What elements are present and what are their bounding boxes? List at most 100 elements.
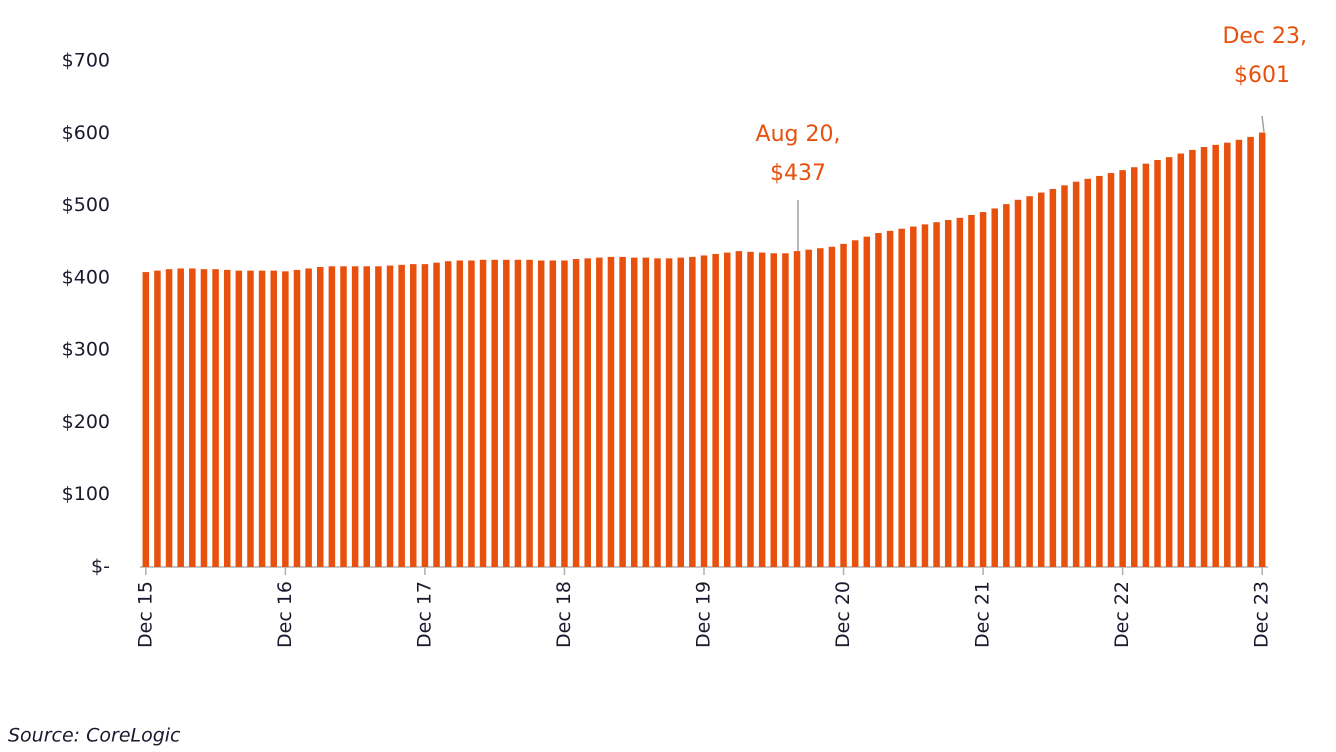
bar [479,259,487,567]
bar [630,257,638,567]
y-tick-label: $- [91,556,110,578]
bar [189,268,196,567]
annotation: Aug 20, [756,122,841,147]
bar [351,266,359,567]
bar [328,266,336,567]
bar [863,236,871,567]
bar [805,249,812,567]
bar [898,228,905,567]
bar [316,267,324,567]
bar [1119,170,1126,567]
bar [1061,185,1068,567]
bar [1235,139,1243,567]
y-tick-label: $100 [62,483,110,505]
bar [503,259,510,567]
bar [247,270,254,567]
bar [561,260,568,567]
bar [1224,142,1231,567]
bar [154,270,161,567]
bar [1072,181,1080,567]
bar [921,224,929,567]
bar [782,253,789,567]
bar [933,222,940,567]
bar [968,214,975,567]
bar [293,269,301,567]
bar [270,270,277,567]
bar [1084,178,1092,567]
x-tick-label: Dec 18 [553,581,575,648]
bar [177,268,184,567]
bar [212,269,219,567]
bar [572,259,580,567]
bar [223,269,231,567]
bar [979,212,987,567]
bar [1131,167,1138,567]
bar [398,264,405,567]
bar [1258,132,1266,567]
bar [1026,196,1033,567]
bar [851,240,859,568]
bar [642,257,650,567]
bar [956,217,964,568]
bar [340,266,347,567]
bar [549,260,557,567]
bar [944,220,952,567]
bar [1212,144,1219,567]
bar [735,251,743,567]
bar [1003,204,1010,567]
bar [1096,175,1103,568]
annotation: $601 [1234,63,1290,88]
bar [607,256,615,567]
bar [444,261,452,567]
bar [747,251,754,567]
bar [910,226,917,567]
bar [712,254,719,567]
x-tick-label: Dec 23 [1251,581,1273,648]
bar [491,259,498,567]
bar [840,243,847,567]
bar [1014,199,1022,567]
bar [677,257,684,567]
y-tick-label: $700 [62,50,110,72]
x-tick-label: Dec 20 [832,581,854,648]
bar [1165,157,1173,567]
bar [758,252,766,568]
bar [165,269,173,567]
bar [421,264,429,567]
bar [433,262,440,567]
x-tick-label: Dec 22 [1111,581,1133,648]
x-tick-label: Dec 17 [413,581,435,648]
y-tick-label: $600 [62,122,110,144]
bar [1107,173,1115,568]
annotation: $437 [770,161,826,186]
bar [514,259,522,567]
bar [596,257,603,567]
bar [410,264,417,567]
bar [386,265,394,567]
y-tick-label: $200 [62,411,110,433]
x-tick-label: Dec 21 [972,581,994,648]
bar [724,252,731,568]
bar [456,260,464,567]
bar [468,260,475,567]
bar [875,233,882,568]
bar [526,259,533,567]
bar [200,269,208,567]
x-tick-label: Dec 19 [693,581,715,648]
bar [619,256,626,567]
bar [375,266,382,567]
bar [1177,153,1185,568]
bar [258,270,266,567]
bar [689,256,696,567]
bar [1049,188,1057,567]
y-tick-label: $400 [62,266,110,288]
bar [1200,147,1208,567]
x-tick-label: Dec 16 [274,581,296,648]
bar [1247,136,1254,567]
bar [584,258,591,567]
bar [991,208,998,567]
bar [770,253,778,567]
bar [235,270,243,567]
bar [665,258,673,567]
